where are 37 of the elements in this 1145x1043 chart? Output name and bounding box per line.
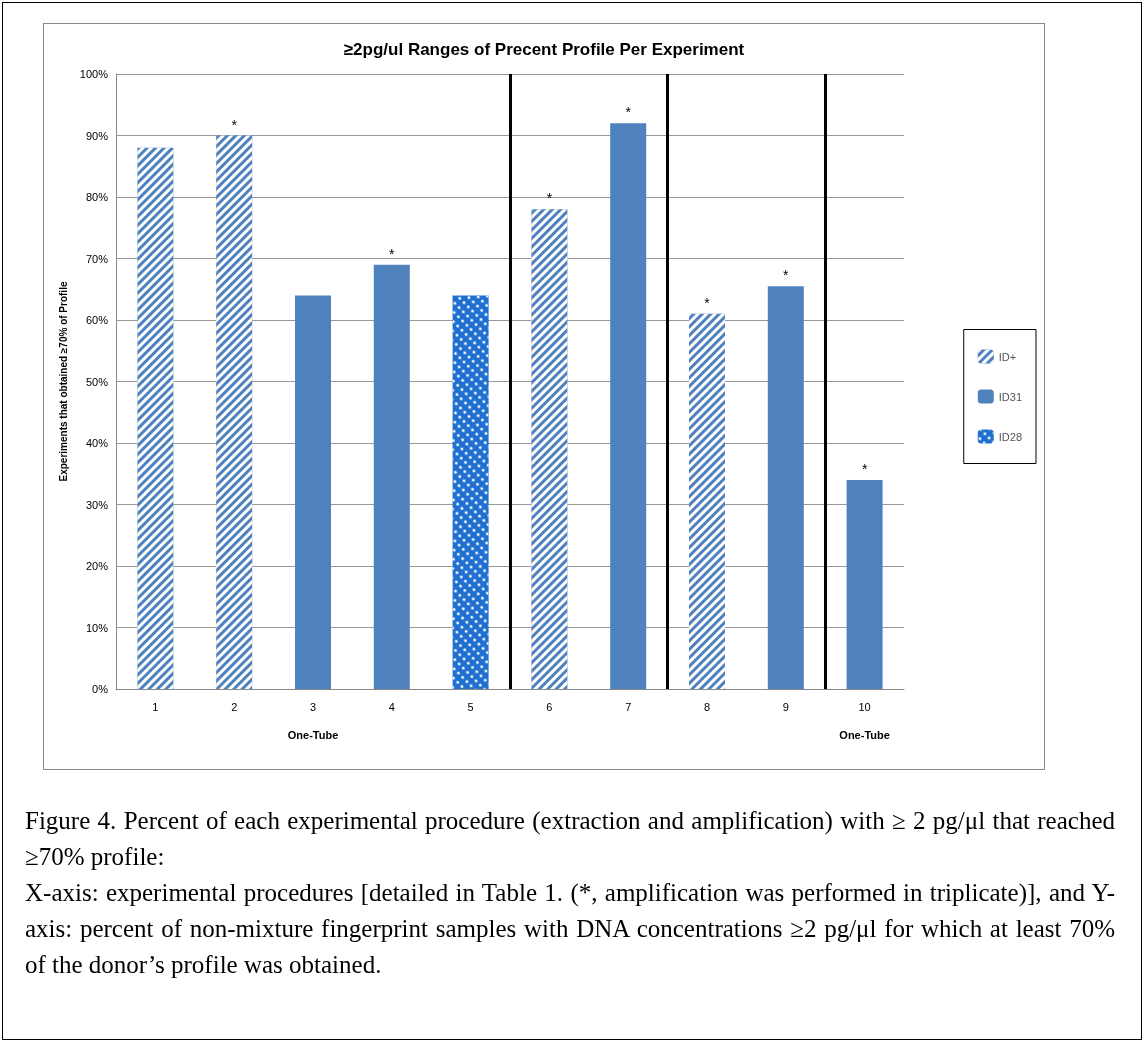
y-tick-label: 30% <box>85 498 109 511</box>
x-tick-label: 3 <box>309 700 317 713</box>
x-tick-label: 1 <box>152 700 159 713</box>
x-tick-label: 6 <box>546 700 553 713</box>
text: X-axis: experimental procedures [detailed in Table 1. (*, amplification was performed in triplicate)], and Y-axis: percent of non-mixture fingerprint samples with DNA concentrations ≥2 pg/μl for which at least 70% of the donor’s profile was obtained. <box>25 878 1115 980</box>
y-tick-label: 10% <box>85 621 109 634</box>
y-tick-label: 90% <box>85 129 109 142</box>
y-tick-label: 100% <box>79 68 109 80</box>
x-tick-label: 2 <box>231 700 238 713</box>
x-tick-label: 9 <box>782 700 789 713</box>
legend-label: ID+ <box>998 350 1017 363</box>
x-tick-label: 8 <box>703 700 711 713</box>
y-tick-label: 20% <box>85 560 109 572</box>
annotation: * <box>861 460 868 477</box>
caption: Figure 4. Percent of each experimental procedure (extraction and amplification) with ≥ 2 pg/μl that reached ≥70% profile: <box>25 806 1115 872</box>
text: One-Tube <box>839 729 890 741</box>
y-tick-label: 40% <box>85 437 109 449</box>
annotation: * <box>704 294 711 311</box>
y-axis-title: Experiments that obtained ≥70% of Profile <box>58 281 70 482</box>
annotation: * <box>231 116 238 133</box>
x-tick-label: 7 <box>625 700 632 713</box>
annotation: * <box>625 104 632 121</box>
annotation: * <box>546 190 553 207</box>
text: One-Tube <box>287 729 339 741</box>
legend-label: ID28 <box>998 430 1023 443</box>
y-tick-label: 80% <box>85 191 109 203</box>
y-tick-label: 50% <box>85 375 109 388</box>
annotation: * <box>783 267 790 284</box>
x-tick-label: 5 <box>467 700 474 713</box>
y-tick-label: 70% <box>85 252 109 265</box>
x-tick-label: 4 <box>388 700 395 713</box>
y-tick-label: 60% <box>85 314 109 326</box>
x-tick-label: 10 <box>858 700 871 713</box>
annotation: * <box>389 245 396 262</box>
y-tick-label: 0% <box>92 683 109 695</box>
legend-label: ID31 <box>998 390 1023 403</box>
chart-title: ≥2pg/ul Ranges of Precent Profile Per Experiment <box>343 40 745 59</box>
